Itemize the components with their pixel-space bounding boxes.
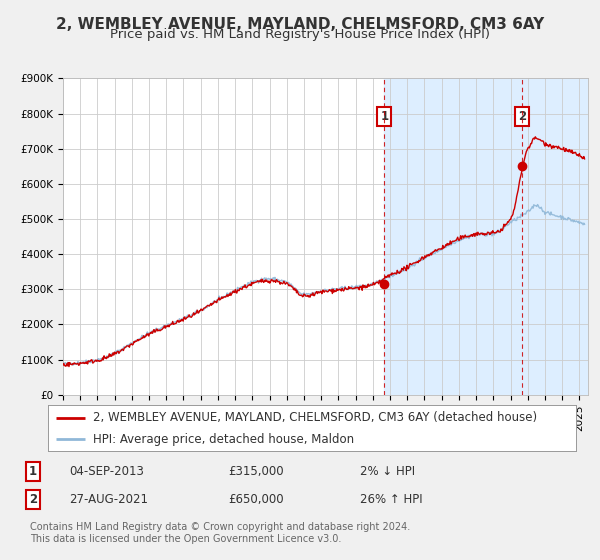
Text: 27-AUG-2021: 27-AUG-2021	[69, 493, 148, 506]
Text: Price paid vs. HM Land Registry's House Price Index (HPI): Price paid vs. HM Land Registry's House …	[110, 28, 490, 41]
Text: 04-SEP-2013: 04-SEP-2013	[69, 465, 144, 478]
Text: 2: 2	[518, 110, 526, 123]
Text: 26% ↑ HPI: 26% ↑ HPI	[360, 493, 422, 506]
Text: 2, WEMBLEY AVENUE, MAYLAND, CHELMSFORD, CM3 6AY (detached house): 2, WEMBLEY AVENUE, MAYLAND, CHELMSFORD, …	[93, 411, 537, 424]
Text: 2, WEMBLEY AVENUE, MAYLAND, CHELMSFORD, CM3 6AY: 2, WEMBLEY AVENUE, MAYLAND, CHELMSFORD, …	[56, 17, 544, 32]
Text: HPI: Average price, detached house, Maldon: HPI: Average price, detached house, Mald…	[93, 433, 354, 446]
Text: 1: 1	[29, 465, 37, 478]
Bar	[385, 78, 600, 395]
Text: 1: 1	[380, 110, 388, 123]
Text: 2: 2	[29, 493, 37, 506]
Text: £315,000: £315,000	[228, 465, 284, 478]
Text: This data is licensed under the Open Government Licence v3.0.: This data is licensed under the Open Gov…	[30, 534, 341, 544]
Text: Contains HM Land Registry data © Crown copyright and database right 2024.: Contains HM Land Registry data © Crown c…	[30, 522, 410, 533]
Text: £650,000: £650,000	[228, 493, 284, 506]
Text: 2% ↓ HPI: 2% ↓ HPI	[360, 465, 415, 478]
